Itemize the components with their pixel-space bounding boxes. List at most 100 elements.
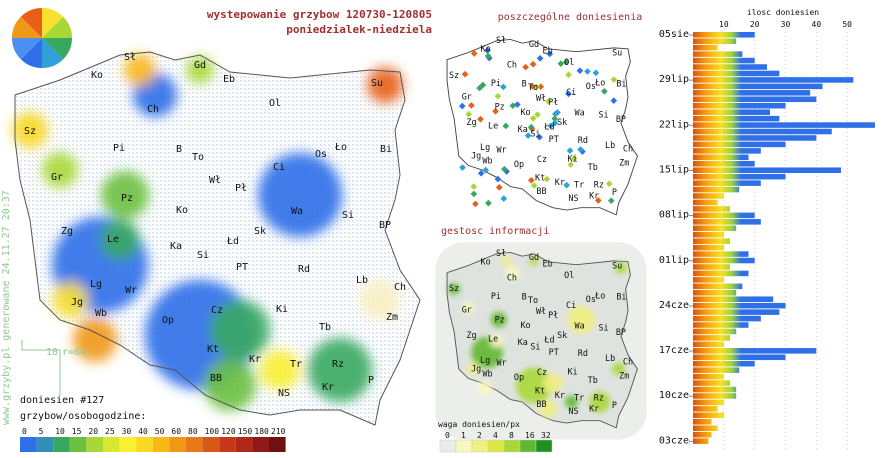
bar bbox=[693, 406, 718, 412]
bar bbox=[693, 354, 786, 361]
city-label: Ki bbox=[567, 367, 577, 377]
city-label: Wb bbox=[482, 156, 492, 166]
city-label: Ko bbox=[176, 205, 188, 216]
density-blob bbox=[539, 400, 557, 418]
bar bbox=[693, 32, 755, 38]
report-dot bbox=[554, 109, 561, 116]
bar bbox=[693, 399, 724, 406]
city-label: Ci bbox=[566, 300, 576, 310]
city-label: BB bbox=[536, 186, 546, 196]
city-label: BP bbox=[616, 114, 626, 124]
city-label: Rz bbox=[594, 392, 604, 402]
city-label: Ch bbox=[623, 356, 633, 366]
city-label: B bbox=[522, 78, 527, 88]
map-blob bbox=[308, 338, 372, 402]
bar bbox=[693, 122, 875, 128]
city-label: Sk bbox=[557, 117, 567, 127]
city-label: Kr bbox=[555, 177, 565, 187]
city-label: Ło bbox=[594, 291, 605, 301]
city-label: Jg bbox=[471, 150, 481, 160]
x-tick-label: 50 bbox=[842, 20, 852, 29]
bar bbox=[693, 431, 712, 438]
legend-label: 50 bbox=[155, 427, 165, 436]
city-label: Sk bbox=[557, 330, 567, 340]
city-label: Ło bbox=[334, 142, 347, 153]
bar bbox=[693, 225, 737, 232]
legend-label: 210 bbox=[271, 427, 286, 436]
bar bbox=[693, 386, 737, 393]
legend-title: grzybow/osobogodzine: bbox=[20, 411, 146, 422]
city-label: Tr bbox=[574, 179, 584, 189]
report-dot bbox=[484, 47, 491, 54]
city-label: Wr bbox=[496, 145, 506, 155]
bar bbox=[693, 438, 709, 444]
bar bbox=[693, 161, 755, 167]
city-label: Cz bbox=[537, 154, 547, 164]
bar bbox=[693, 264, 730, 270]
report-dot bbox=[565, 90, 572, 98]
city-label: Si bbox=[598, 322, 608, 332]
city-label: Si bbox=[530, 128, 540, 138]
city-label: Su bbox=[612, 260, 622, 270]
city-label: Rd bbox=[578, 348, 588, 358]
bar bbox=[693, 212, 755, 219]
bar bbox=[693, 199, 718, 206]
bar bbox=[693, 219, 761, 225]
bar bbox=[693, 341, 724, 348]
report-dot bbox=[494, 92, 502, 100]
city-label: To bbox=[528, 295, 538, 305]
legend-swatch bbox=[119, 437, 137, 452]
report-dot bbox=[536, 133, 543, 141]
pie-wedge bbox=[42, 16, 72, 38]
density-blob bbox=[500, 255, 512, 267]
x-tick-label: 20 bbox=[750, 20, 760, 29]
city-label: Ko bbox=[91, 70, 103, 81]
city-label: Gd bbox=[529, 252, 539, 262]
map-blob bbox=[367, 67, 403, 103]
city-label: Wb bbox=[95, 308, 107, 319]
legend-label: 80 bbox=[188, 427, 198, 436]
y-tick-label: 08lip bbox=[659, 210, 689, 221]
bar bbox=[693, 70, 780, 77]
bar bbox=[693, 309, 780, 315]
city-label: Wa bbox=[291, 206, 303, 217]
density-blob bbox=[612, 362, 626, 376]
city-label: Os bbox=[586, 81, 596, 91]
density-blob bbox=[466, 363, 479, 375]
bar bbox=[693, 180, 761, 186]
map-blob bbox=[204, 359, 256, 411]
density-swatch bbox=[535, 439, 553, 453]
legend-swatch bbox=[235, 437, 253, 452]
y-tick-label: 05sie bbox=[659, 29, 689, 40]
city-label: Kr bbox=[249, 354, 261, 365]
city-label: Ol bbox=[564, 270, 574, 280]
report-dot bbox=[500, 195, 508, 202]
legend-label: 100 bbox=[205, 427, 220, 436]
bar bbox=[693, 367, 740, 373]
city-label: Zm bbox=[619, 157, 629, 167]
legend-swatch bbox=[152, 437, 170, 452]
bar bbox=[693, 102, 786, 109]
bar bbox=[693, 290, 737, 296]
city-label: To bbox=[528, 82, 538, 92]
bar bbox=[693, 173, 786, 180]
city-label: Gr bbox=[462, 92, 472, 102]
legend-label: 180 bbox=[254, 427, 269, 436]
bar bbox=[693, 348, 817, 354]
map-blob bbox=[258, 153, 342, 237]
city-label: Kr bbox=[322, 382, 334, 393]
density-blob bbox=[462, 301, 475, 314]
report-dot bbox=[610, 97, 618, 104]
city-label: Op bbox=[514, 372, 524, 382]
density-swatch bbox=[519, 439, 537, 453]
bar bbox=[693, 206, 730, 212]
density-label: 32 bbox=[541, 431, 551, 440]
city-label: Ka bbox=[518, 124, 528, 134]
pie-wedge bbox=[42, 38, 72, 60]
bar bbox=[693, 90, 811, 96]
density-label: 1 bbox=[461, 431, 466, 440]
city-label: Lb bbox=[605, 353, 615, 363]
city-label: Rz bbox=[332, 359, 344, 370]
city-label: Le bbox=[107, 234, 119, 245]
bar bbox=[693, 141, 786, 148]
